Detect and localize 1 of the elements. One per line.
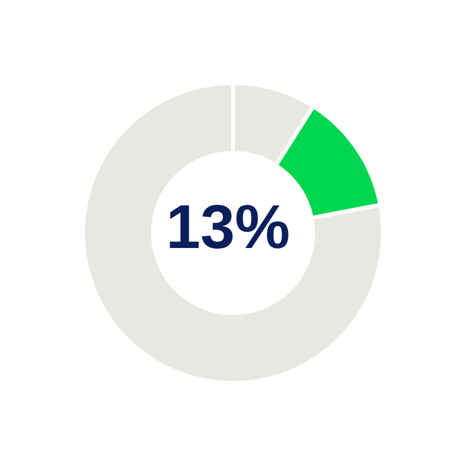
- text: 13%: [164, 193, 292, 262]
